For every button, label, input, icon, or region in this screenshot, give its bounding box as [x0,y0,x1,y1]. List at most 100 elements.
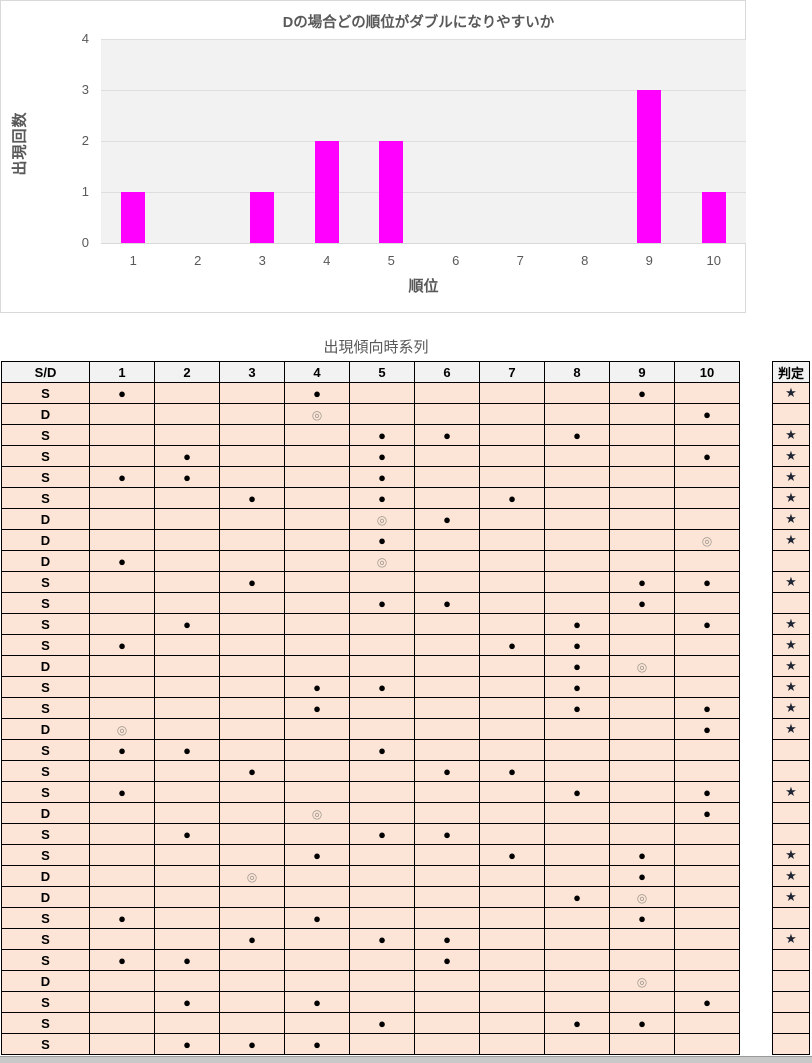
filled-dot-cell: ● [349,928,415,950]
sd-cell: S [1,613,90,635]
empty-cell [89,655,155,677]
empty-cell [89,613,155,635]
filled-dot-cell: ● [219,928,285,950]
empty-cell [89,844,155,866]
empty-cell [284,655,350,677]
filled-dot-cell: ● [544,655,610,677]
empty-cell [414,487,480,509]
x-tick-label: 3 [258,253,266,268]
filled-dot-cell: ● [154,445,220,467]
filled-dot-cell: ● [349,739,415,761]
table-row: S ● ● ● [1,697,740,719]
empty-cell [674,760,740,782]
filled-dot-cell: ● [154,613,220,635]
sd-cell: D [1,970,90,992]
empty-cell [349,655,415,677]
table-row: S ● ● ● [1,424,740,446]
empty-cell [479,508,545,530]
empty-cell [414,1012,480,1034]
sd-cell: S [1,760,90,782]
filled-dot-cell: ● [674,403,740,425]
table-row: S ● ● ● [1,487,740,509]
star-icon: ★ [785,868,797,883]
sd-cell: D [1,718,90,740]
sd-cell: D [1,403,90,425]
table-row: S ● ● ● [1,613,740,635]
empty-cell [219,424,285,446]
filled-dot-cell: ● [479,487,545,509]
filled-dot-cell: ● [609,844,675,866]
empty-cell [544,382,610,404]
empty-cell [284,487,350,509]
empty-cell [284,508,350,530]
rank-column-header-3: 3 [219,361,285,383]
empty-cell [349,844,415,866]
empty-cell [219,634,285,656]
sd-cell: S [1,592,90,614]
sd-cell: D [1,802,90,824]
table-row: S ● ● ● [1,991,740,1013]
filled-dot-cell: ● [349,445,415,467]
empty-cell [609,613,675,635]
empty-cell [674,676,740,698]
filled-dot-cell: ● [414,760,480,782]
filled-dot-cell: ● [544,781,610,803]
double-circle-cell: ◎ [284,802,350,824]
rank-column-header-8: 8 [544,361,610,383]
filled-dot-cell: ● [349,424,415,446]
empty-judge-cell [772,550,810,572]
empty-cell [479,403,545,425]
bar-chart: Dの場合どの順位がダブルになりやすいか 出現回数 0 1 2 3 4 1 2 3 4 5 6 7 8 9… [0,0,746,313]
empty-cell [609,466,675,488]
x-tick-label: 6 [452,253,460,268]
filled-dot-cell: ● [349,529,415,551]
filled-dot-cell: ● [479,844,545,866]
double-circle-cell: ◎ [609,886,675,908]
star-cell: ★ [772,445,810,467]
empty-cell [414,382,480,404]
empty-cell [219,844,285,866]
empty-cell [414,445,480,467]
empty-cell [544,802,610,824]
filled-dot-cell: ● [89,550,155,572]
empty-cell [479,886,545,908]
empty-cell [154,907,220,929]
filled-dot-cell: ● [284,907,350,929]
table-row: S ● ● ● [1,676,740,698]
empty-cell [284,886,350,908]
star-icon: ★ [785,847,797,862]
empty-cell [89,571,155,593]
filled-dot-cell: ● [89,634,155,656]
empty-cell [414,886,480,908]
empty-cell [479,970,545,992]
empty-cell [284,718,350,740]
empty-cell [414,550,480,572]
empty-cell [284,592,350,614]
empty-cell [219,550,285,572]
star-icon: ★ [785,679,797,694]
empty-cell [544,949,610,971]
table-row: D ● ◎ [1,886,740,908]
empty-cell [89,424,155,446]
empty-cell [154,676,220,698]
empty-cell [674,592,740,614]
sd-cell: D [1,550,90,572]
filled-dot-cell: ● [609,382,675,404]
plot-area [101,39,746,244]
empty-cell [609,508,675,530]
empty-cell [219,613,285,635]
empty-cell [479,991,545,1013]
empty-cell [544,823,610,845]
empty-cell [349,571,415,593]
empty-cell [349,949,415,971]
star-cell: ★ [772,508,810,530]
empty-cell [479,949,545,971]
table-row: S ● ● ● [1,466,740,488]
empty-cell [89,886,155,908]
filled-dot-cell: ● [674,445,740,467]
filled-dot-cell: ● [349,1012,415,1034]
star-icon: ★ [785,784,797,799]
table-row: D ◎ ● [1,802,740,824]
empty-cell [154,865,220,887]
empty-cell [609,739,675,761]
